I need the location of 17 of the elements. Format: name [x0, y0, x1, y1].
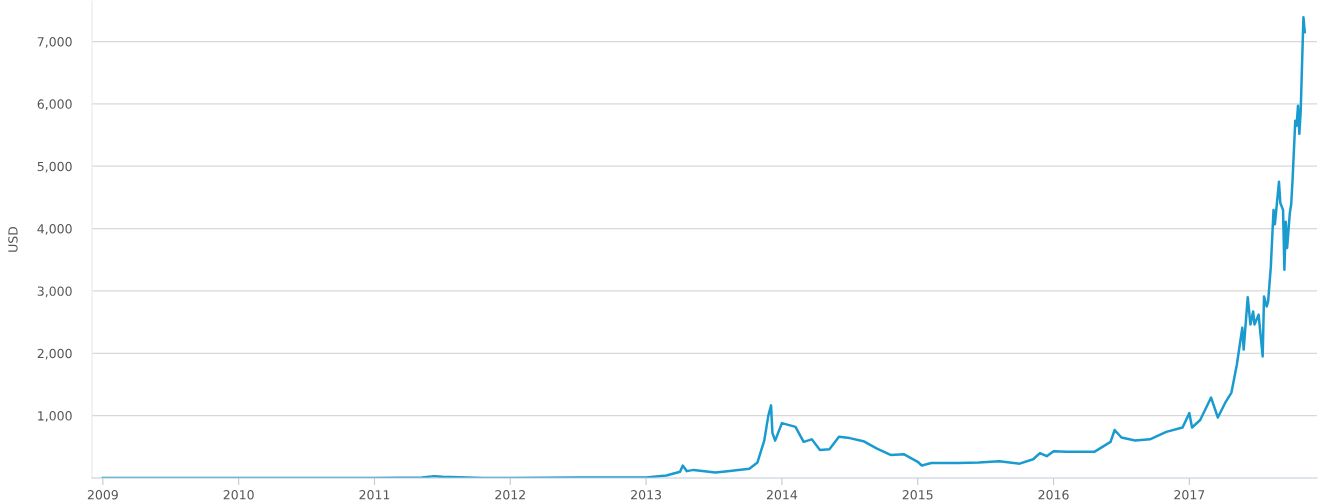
y-tick-label: 2,000	[37, 348, 72, 360]
x-tick-label: 2014	[766, 490, 798, 500]
y-tick-label: 1,000	[38, 411, 72, 422]
y-axis-title: USD	[8, 226, 18, 252]
x-tick-label: 2013	[631, 490, 662, 500]
y-tick-label: 5,000	[37, 161, 72, 173]
x-tick-label: 2009	[87, 490, 118, 500]
x-tick-label: 2010	[223, 490, 254, 500]
y-tick-label: 3,000	[37, 286, 72, 298]
x-tick-label: 2012	[495, 490, 525, 500]
x-tick-label: 2016	[1038, 490, 1069, 500]
y-tick-label: 4,000	[37, 224, 72, 235]
y-tick-label: 6,000	[37, 99, 72, 111]
x-tick-label: 2017	[1174, 490, 1205, 500]
y-tick-label: 7,000	[37, 37, 72, 48]
x-tick-label: 2015	[902, 490, 933, 500]
x-tick-label: 2011	[359, 490, 390, 500]
